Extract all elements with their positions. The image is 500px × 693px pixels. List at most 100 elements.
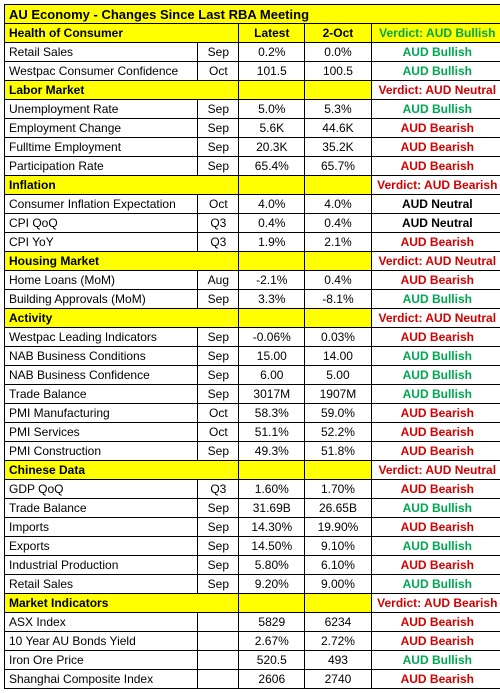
table-row: ImportsSep14.30%19.90%AUD Bearish (5, 518, 500, 537)
row-latest: -2.1% (239, 271, 305, 290)
row-oct: 51.8% (305, 442, 371, 461)
title-row: AU Economy - Changes Since Last RBA Meet… (5, 5, 500, 24)
section-blank (239, 594, 305, 613)
row-oct: 4.0% (305, 195, 371, 214)
row-oct: 65.7% (305, 157, 371, 176)
row-oct: 26.65B (305, 499, 371, 518)
section-verdict: Verdict: AUD Bearish (371, 176, 500, 195)
row-verdict: AUD Bearish (371, 423, 500, 442)
row-label: Westpac Consumer Confidence (5, 62, 198, 81)
row-oct: -8.1% (305, 290, 371, 309)
section-header: Labor Market Verdict: AUD Neutral (5, 81, 500, 100)
table-row: Iron Ore Price520.5493AUD Bullish (5, 651, 500, 670)
row-verdict: AUD Bullish (371, 651, 500, 670)
row-label: Industrial Production (5, 556, 198, 575)
row-label: Building Approvals (MoM) (5, 290, 198, 309)
col-header-oct: 2-Oct (305, 24, 371, 43)
table-row: Consumer Inflation ExpectationOct4.0%4.0… (5, 195, 500, 214)
section-header: Inflation Verdict: AUD Bearish (5, 176, 500, 195)
row-verdict: AUD Bullish (371, 43, 500, 62)
row-period: Q3 (198, 233, 239, 252)
row-latest: 5.6K (239, 119, 305, 138)
section-header: Market IndicatorsVerdict: AUD Bearish (5, 594, 500, 613)
table-row: Industrial ProductionSep5.80%6.10%AUD Be… (5, 556, 500, 575)
section-blank (305, 461, 371, 480)
section-blank (305, 594, 371, 613)
row-latest: 14.50% (239, 537, 305, 556)
row-verdict: AUD Bearish (371, 556, 500, 575)
table-row: Retail SalesSep9.20%9.00%AUD Bullish (5, 575, 500, 594)
section-name: Chinese Data (5, 461, 239, 480)
table-row: Employment ChangeSep5.6K44.6KAUD Bearish (5, 119, 500, 138)
row-label: Trade Balance (5, 499, 198, 518)
row-verdict: AUD Bearish (371, 271, 500, 290)
section-name: Labor Market (5, 81, 239, 100)
row-verdict: AUD Bullish (371, 100, 500, 119)
row-verdict: AUD Bullish (371, 499, 500, 518)
row-verdict: AUD Bullish (371, 575, 500, 594)
row-latest: 20.3K (239, 138, 305, 157)
row-period: Sep (198, 328, 239, 347)
row-verdict: AUD Bearish (371, 404, 500, 423)
row-label: Trade Balance (5, 385, 198, 404)
row-latest: 2606 (239, 670, 305, 689)
row-label: Retail Sales (5, 43, 198, 62)
row-period: Sep (198, 499, 239, 518)
row-label: Employment Change (5, 119, 198, 138)
row-label: Iron Ore Price (5, 651, 198, 670)
row-verdict: AUD Neutral (371, 195, 500, 214)
row-latest: 101.5 (239, 62, 305, 81)
row-verdict: AUD Bearish (371, 233, 500, 252)
row-oct: 9.00% (305, 575, 371, 594)
row-latest: 3.3% (239, 290, 305, 309)
row-oct: 5.3% (305, 100, 371, 119)
row-oct: 2740 (305, 670, 371, 689)
row-latest: 2.67% (239, 632, 305, 651)
row-oct: 0.0% (305, 43, 371, 62)
row-period: Sep (198, 157, 239, 176)
row-oct: 44.6K (305, 119, 371, 138)
row-latest: 51.1% (239, 423, 305, 442)
row-period: Q3 (198, 214, 239, 233)
row-period: Sep (198, 556, 239, 575)
row-oct: 5.00 (305, 366, 371, 385)
row-oct: 1.70% (305, 480, 371, 499)
row-oct: 52.2% (305, 423, 371, 442)
section-blank (239, 309, 305, 328)
row-oct: 59.0% (305, 404, 371, 423)
section-verdict: Verdict: AUD Neutral (371, 309, 500, 328)
row-period: Sep (198, 290, 239, 309)
section-blank (239, 461, 305, 480)
section-blank (239, 252, 305, 271)
row-period: Sep (198, 100, 239, 119)
row-latest: 5.0% (239, 100, 305, 119)
row-latest: -0.06% (239, 328, 305, 347)
row-label: PMI Manufacturing (5, 404, 198, 423)
row-period: Sep (198, 575, 239, 594)
row-latest: 0.2% (239, 43, 305, 62)
row-verdict: AUD Bearish (371, 670, 500, 689)
row-latest: 5.80% (239, 556, 305, 575)
row-period: Sep (198, 138, 239, 157)
row-period: Sep (198, 385, 239, 404)
row-oct: 14.00 (305, 347, 371, 366)
section-name: Health of Consumer (5, 24, 239, 43)
section-name: Activity (5, 309, 239, 328)
section-name: Market Indicators (5, 594, 239, 613)
row-label: NAB Business Conditions (5, 347, 198, 366)
table-row: Home Loans (MoM)Aug-2.1%0.4%AUD Bearish (5, 271, 500, 290)
row-label: Participation Rate (5, 157, 198, 176)
row-verdict: AUD Bearish (371, 328, 500, 347)
section-header: Activity Verdict: AUD Neutral (5, 309, 500, 328)
row-label: Exports (5, 537, 198, 556)
table-row: Fulltime EmploymentSep20.3K35.2KAUD Bear… (5, 138, 500, 157)
row-latest: 14.30% (239, 518, 305, 537)
row-label: Fulltime Employment (5, 138, 198, 157)
row-verdict: AUD Bearish (371, 632, 500, 651)
row-oct: 0.4% (305, 271, 371, 290)
section-verdict: Verdict: AUD Neutral (371, 81, 500, 100)
row-period: Sep (198, 537, 239, 556)
row-oct: 100.5 (305, 62, 371, 81)
section-name: Inflation (5, 176, 239, 195)
table-row: GDP QoQQ31.60%1.70%AUD Bearish (5, 480, 500, 499)
